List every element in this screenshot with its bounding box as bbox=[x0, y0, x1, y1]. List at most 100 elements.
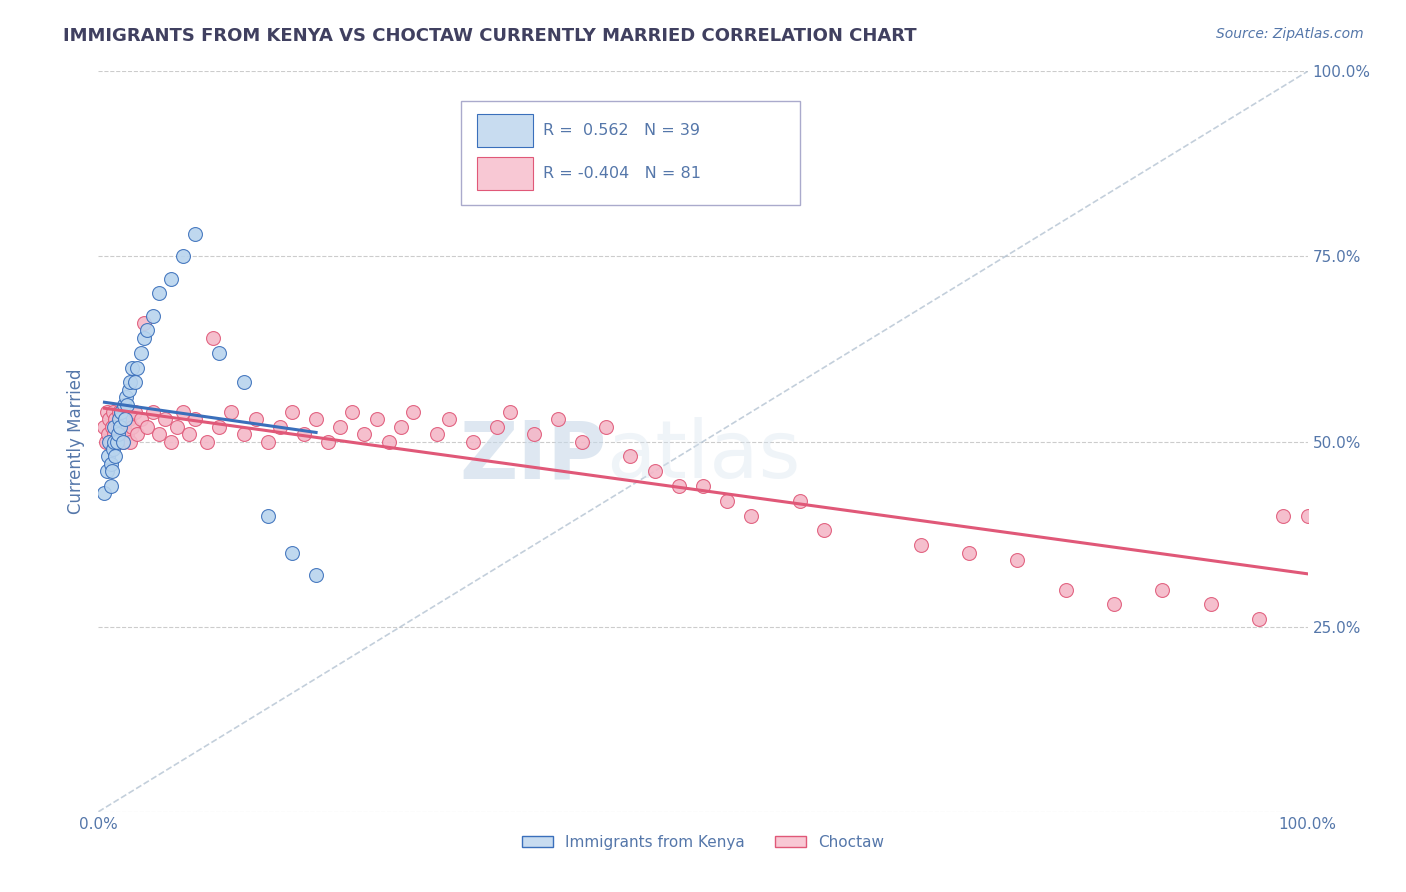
Point bbox=[571, 434, 593, 449]
Point bbox=[148, 427, 170, 442]
Point bbox=[103, 434, 125, 449]
Point bbox=[644, 464, 666, 478]
Point bbox=[96, 464, 118, 478]
Point bbox=[121, 360, 143, 375]
Point bbox=[108, 405, 131, 419]
Point bbox=[437, 412, 460, 426]
Point bbox=[100, 419, 122, 434]
FancyBboxPatch shape bbox=[477, 157, 533, 190]
Point bbox=[172, 405, 194, 419]
Point bbox=[104, 412, 127, 426]
Point bbox=[112, 398, 135, 412]
Point bbox=[366, 412, 388, 426]
Point bbox=[97, 450, 120, 464]
Text: R = -0.404   N = 81: R = -0.404 N = 81 bbox=[543, 166, 702, 181]
Point bbox=[208, 345, 231, 359]
Point bbox=[692, 479, 714, 493]
Point bbox=[813, 524, 835, 538]
Text: atlas: atlas bbox=[606, 417, 800, 495]
Point bbox=[129, 412, 152, 426]
Point bbox=[305, 567, 328, 582]
Point bbox=[547, 412, 569, 426]
Point bbox=[118, 376, 141, 390]
Point bbox=[108, 419, 131, 434]
Point bbox=[134, 316, 156, 330]
Point bbox=[166, 419, 188, 434]
Point bbox=[389, 419, 412, 434]
Point bbox=[129, 345, 152, 359]
Point bbox=[111, 434, 134, 449]
Point bbox=[103, 419, 125, 434]
Point bbox=[292, 427, 315, 442]
Point bbox=[117, 427, 139, 442]
Point bbox=[124, 405, 146, 419]
Point bbox=[127, 427, 149, 442]
Point bbox=[160, 271, 183, 285]
Point bbox=[110, 405, 132, 419]
Point bbox=[96, 405, 118, 419]
Point bbox=[142, 405, 165, 419]
Point bbox=[184, 227, 207, 242]
Point bbox=[107, 427, 129, 442]
FancyBboxPatch shape bbox=[461, 101, 800, 204]
Point bbox=[100, 434, 122, 449]
Point bbox=[1054, 582, 1077, 597]
Point bbox=[118, 383, 141, 397]
Point bbox=[115, 390, 138, 404]
Point bbox=[740, 508, 762, 523]
Point bbox=[668, 479, 690, 493]
Point bbox=[426, 427, 449, 442]
Point bbox=[342, 405, 364, 419]
Point bbox=[595, 419, 617, 434]
Point bbox=[1249, 612, 1271, 626]
Point bbox=[245, 412, 267, 426]
Point bbox=[97, 427, 120, 442]
Text: Source: ZipAtlas.com: Source: ZipAtlas.com bbox=[1216, 27, 1364, 41]
Point bbox=[1272, 508, 1295, 523]
Point bbox=[910, 538, 932, 552]
Point bbox=[498, 405, 520, 419]
FancyBboxPatch shape bbox=[477, 114, 533, 147]
Point bbox=[221, 405, 243, 419]
Text: ZIP: ZIP bbox=[458, 417, 606, 495]
Point bbox=[142, 309, 165, 323]
Point bbox=[118, 434, 141, 449]
Point bbox=[1296, 508, 1319, 523]
Point bbox=[135, 419, 157, 434]
Point bbox=[305, 412, 328, 426]
Point bbox=[98, 434, 121, 449]
Point bbox=[103, 427, 125, 442]
Point bbox=[105, 434, 128, 449]
Point bbox=[463, 434, 485, 449]
Point bbox=[104, 450, 127, 464]
Point bbox=[402, 405, 425, 419]
Text: IMMIGRANTS FROM KENYA VS CHOCTAW CURRENTLY MARRIED CORRELATION CHART: IMMIGRANTS FROM KENYA VS CHOCTAW CURRENT… bbox=[63, 27, 917, 45]
Point bbox=[316, 434, 339, 449]
Point bbox=[957, 546, 980, 560]
Legend: Immigrants from Kenya, Choctaw: Immigrants from Kenya, Choctaw bbox=[516, 829, 890, 856]
Y-axis label: Currently Married: Currently Married bbox=[66, 368, 84, 515]
Point bbox=[184, 412, 207, 426]
Point bbox=[256, 434, 278, 449]
Point bbox=[100, 457, 122, 471]
Point bbox=[179, 427, 201, 442]
Point bbox=[353, 427, 375, 442]
Point bbox=[716, 493, 738, 508]
Point bbox=[486, 419, 509, 434]
Point bbox=[93, 486, 115, 500]
Point bbox=[160, 434, 183, 449]
Point bbox=[377, 434, 399, 449]
Point bbox=[114, 405, 136, 419]
Point bbox=[153, 412, 176, 426]
Point bbox=[1152, 582, 1174, 597]
Point bbox=[195, 434, 218, 449]
Point bbox=[269, 419, 291, 434]
Point bbox=[112, 419, 135, 434]
Point bbox=[105, 434, 128, 449]
Point bbox=[1007, 553, 1029, 567]
Point bbox=[101, 405, 124, 419]
Point bbox=[135, 324, 157, 338]
Point bbox=[789, 493, 811, 508]
Point bbox=[118, 412, 141, 426]
Point bbox=[101, 442, 124, 456]
